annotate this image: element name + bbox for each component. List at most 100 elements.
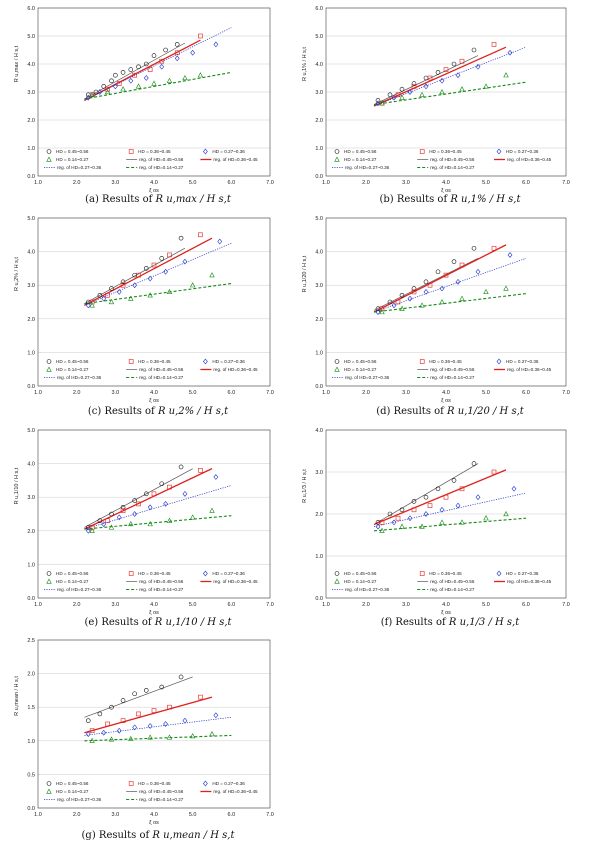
regression-line xyxy=(84,71,232,100)
data-point xyxy=(120,86,126,92)
legend-label: reg. of HD=0.27~0.36 xyxy=(57,375,102,380)
data-point xyxy=(120,718,126,723)
regression-line xyxy=(84,242,232,306)
legend-label: reg. of HD=0.36~0.45 xyxy=(213,579,258,584)
x-tick-label: 3.0 xyxy=(112,390,120,396)
data-point xyxy=(105,292,110,298)
legend-label: reg. of HD=0.14~0.27 xyxy=(430,375,475,380)
x-tick-label: 4.0 xyxy=(442,602,450,608)
data-point xyxy=(166,77,173,83)
x-tick-label: 6.0 xyxy=(228,390,236,396)
x-tick-label: 6.0 xyxy=(228,180,236,186)
data-point xyxy=(471,461,477,466)
data-point xyxy=(443,67,449,72)
regression-line xyxy=(84,485,232,530)
data-point xyxy=(182,490,188,497)
y-tick-label: 6.0 xyxy=(315,6,323,12)
legend-marker xyxy=(128,149,134,154)
x-tick-label: 3.0 xyxy=(112,602,120,608)
x-tick-label: 6.0 xyxy=(522,602,530,608)
data-point xyxy=(411,81,417,86)
caption-math: R u,1/20 / H s,t xyxy=(446,406,525,417)
y-tick-label: 4.0 xyxy=(27,250,35,256)
data-point xyxy=(197,72,204,78)
y-tick-label: 1.5 xyxy=(27,705,35,711)
data-point xyxy=(159,63,165,70)
y-axis-label: R u,2% / H s,t xyxy=(14,257,20,291)
data-point xyxy=(132,282,138,289)
panel-caption: (e) Results of R u,1/10 / H s,t xyxy=(84,617,232,628)
data-point xyxy=(213,41,219,48)
data-point xyxy=(116,289,122,295)
legend-label: HD = 0.14~0.27 xyxy=(56,367,89,372)
legend-label: reg. of HD=0.14~0.27 xyxy=(139,165,184,170)
data-point xyxy=(407,295,413,302)
regression-line xyxy=(373,46,527,107)
data-point xyxy=(209,272,215,278)
data-point xyxy=(507,252,513,258)
caption-math: R u,1/3 / H s,t xyxy=(448,617,520,628)
legend-label: HD = 0.36~0.45 xyxy=(429,571,462,576)
legend-label: reg. of HD=0.27~0.36 xyxy=(345,375,390,380)
data-point xyxy=(455,278,461,285)
data-point xyxy=(101,729,107,736)
data-point xyxy=(198,468,203,473)
legend-label: HD = 0.27~0.36 xyxy=(212,149,245,154)
data-point xyxy=(163,268,168,275)
legend-label: HD = 0.45~0.56 xyxy=(344,571,377,576)
data-point xyxy=(439,88,445,95)
regression-line xyxy=(373,469,507,526)
plot-frame xyxy=(37,217,271,387)
legend-marker xyxy=(334,359,340,364)
y-tick-label: 0.0 xyxy=(315,596,323,602)
data-point xyxy=(101,521,107,527)
legend-marker xyxy=(203,358,208,365)
y-tick-label: 6.0 xyxy=(27,6,35,12)
data-point xyxy=(143,61,149,67)
legend-label: HD = 0.14~0.27 xyxy=(344,579,377,584)
legend-label: HD = 0.36~0.45 xyxy=(429,149,462,154)
data-point xyxy=(439,77,445,84)
data-point xyxy=(159,58,165,64)
data-point xyxy=(423,75,429,81)
x-tick-label: 3.0 xyxy=(112,812,120,818)
x-tick-label: 3.0 xyxy=(112,180,120,186)
regression-line xyxy=(84,468,213,530)
data-point xyxy=(116,514,122,521)
legend-label: HD = 0.27~0.36 xyxy=(212,781,245,786)
panel-caption: (f) Results of R u,1/3 / H s,t xyxy=(381,617,520,628)
x-tick-label: 1.0 xyxy=(34,602,42,608)
y-tick-label: 0.0 xyxy=(27,806,35,812)
data-point xyxy=(128,735,134,741)
data-point xyxy=(375,100,381,107)
legend-label: reg. of HD=0.45~0.56 xyxy=(430,579,475,584)
legend-label: reg. of HD=0.14~0.27 xyxy=(139,375,184,380)
data-point xyxy=(159,256,165,261)
data-point xyxy=(399,86,405,92)
data-point xyxy=(116,727,122,734)
data-point xyxy=(483,83,489,89)
legend-label: HD = 0.45~0.56 xyxy=(344,149,377,154)
data-point xyxy=(85,718,91,723)
chart-panel-c: 0.01.02.03.04.05.01.0 2.0 3.0 4.0 5.0 6.0 7.0R… xyxy=(14,216,274,417)
data-point xyxy=(163,721,168,727)
legend-marker xyxy=(496,570,502,577)
x-tick-label: 4.0 xyxy=(442,390,450,396)
legend-label: HD = 0.14~0.27 xyxy=(344,157,377,162)
data-point xyxy=(166,288,173,295)
y-tick-label: 4.0 xyxy=(27,62,35,68)
legend-label: reg. of HD=0.36~0.45 xyxy=(213,367,258,372)
regression-line xyxy=(373,492,527,527)
data-point xyxy=(109,511,114,517)
data-point xyxy=(147,67,153,72)
data-point xyxy=(399,94,405,100)
data-point xyxy=(439,298,445,305)
legend-marker xyxy=(46,366,52,372)
data-point xyxy=(399,305,405,311)
data-point xyxy=(443,272,449,278)
legend-label: HD = 0.45~0.56 xyxy=(344,359,377,364)
legend-label: HD = 0.27~0.36 xyxy=(212,571,245,576)
data-point xyxy=(136,64,141,70)
data-point xyxy=(167,484,172,490)
y-tick-label: 1.0 xyxy=(315,146,323,152)
